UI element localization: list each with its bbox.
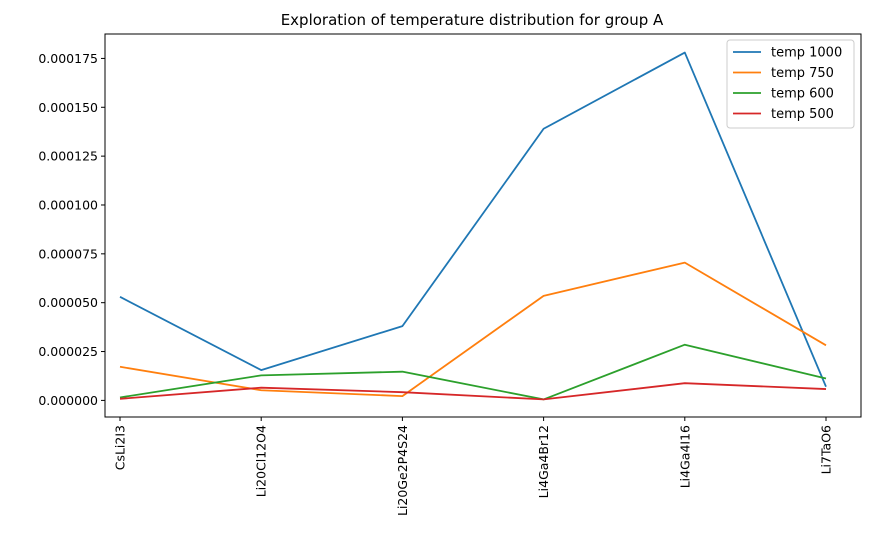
series-line-2	[119, 261, 827, 397]
y-tick-label: 0.000125	[38, 149, 98, 164]
legend: temp 1000 temp 750 temp 600 temp 500	[726, 39, 855, 129]
legend-label: temp 750	[771, 66, 834, 81]
x-axis: CsLi2I3 Li20Cl12O4 Li20Ge2P4S24 Li4Ga4Br12 L…	[113, 417, 834, 516]
y-tick-label: 0.000000	[38, 393, 98, 408]
x-tick-label: Li4Ga4Br12	[536, 425, 551, 498]
y-tick-label: 0.000050	[38, 295, 98, 310]
series-line-3	[119, 343, 827, 401]
legend-label: temp 1000	[771, 46, 842, 61]
series-line-4	[119, 382, 827, 401]
plot-frame	[104, 33, 862, 418]
x-tick-label: Li4Ga4I16	[677, 425, 692, 488]
x-tick-label: Li7TaO6	[819, 425, 834, 474]
x-tick-label: CsLi2I3	[113, 425, 128, 470]
x-tick-label: Li20Cl12O4	[254, 425, 269, 497]
legend-box	[726, 39, 855, 129]
y-tick-label: 0.000150	[38, 100, 98, 115]
x-tick-label: Li20Ge2P4S24	[395, 425, 410, 516]
series-line-1	[119, 51, 827, 388]
chart-title: Exploration of temperature distribution …	[281, 11, 664, 29]
legend-label: temp 600	[771, 87, 834, 102]
y-tick-label: 0.000100	[38, 197, 98, 212]
y-tick-label: 0.000025	[38, 344, 98, 359]
y-tick-label: 0.000175	[38, 51, 98, 66]
y-tick-label: 0.000075	[38, 246, 98, 261]
y-axis: 0.000000 0.000025 0.000050 0.000075 0.000100…	[38, 51, 105, 408]
legend-label: temp 500	[771, 107, 834, 122]
series-layer	[119, 51, 827, 401]
